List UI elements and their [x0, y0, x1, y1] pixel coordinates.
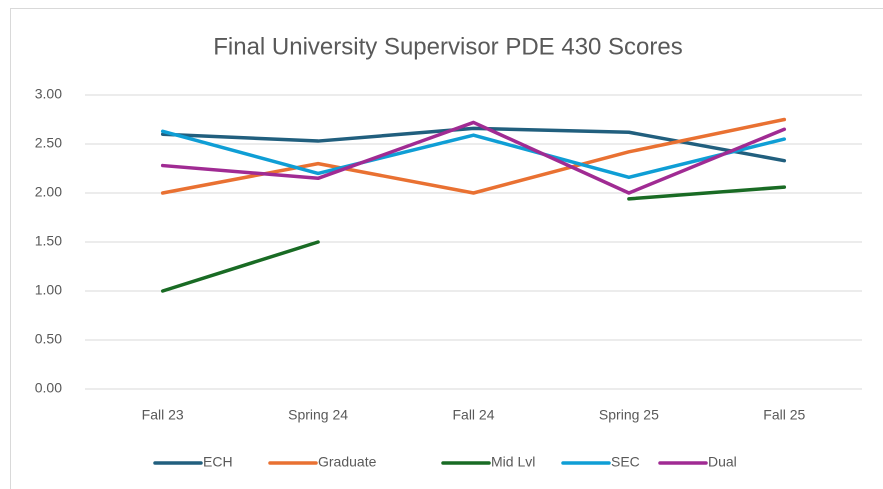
series-line	[160, 185, 787, 293]
y-tick-label: 1.50	[35, 233, 62, 249]
y-tick-label: 2.00	[35, 184, 62, 200]
series-line	[160, 129, 787, 180]
chart-title: Final University Supervisor PDE 430 Scor…	[213, 33, 683, 60]
legend-label: Graduate	[318, 454, 377, 470]
legend-label: Mid Lvl	[491, 454, 535, 470]
x-tick-label: Fall 23	[142, 407, 184, 423]
y-tick-label: 0.50	[35, 331, 62, 347]
y-tick-label: 1.00	[35, 282, 62, 298]
x-tick-label: Fall 24	[452, 407, 494, 423]
chart-border	[10, 8, 883, 489]
legend-label: SEC	[611, 454, 640, 470]
x-tick-label: Fall 25	[763, 407, 805, 423]
y-tick-label: 2.50	[35, 135, 62, 151]
series-line	[160, 120, 787, 195]
x-tick-label: Spring 24	[288, 407, 348, 423]
legend-label: ECH	[203, 454, 233, 470]
y-tick-label: 0.00	[35, 380, 62, 396]
y-tick-label: 3.00	[35, 86, 62, 102]
x-tick-label: Spring 25	[599, 407, 659, 423]
legend-label: Dual	[708, 454, 737, 470]
